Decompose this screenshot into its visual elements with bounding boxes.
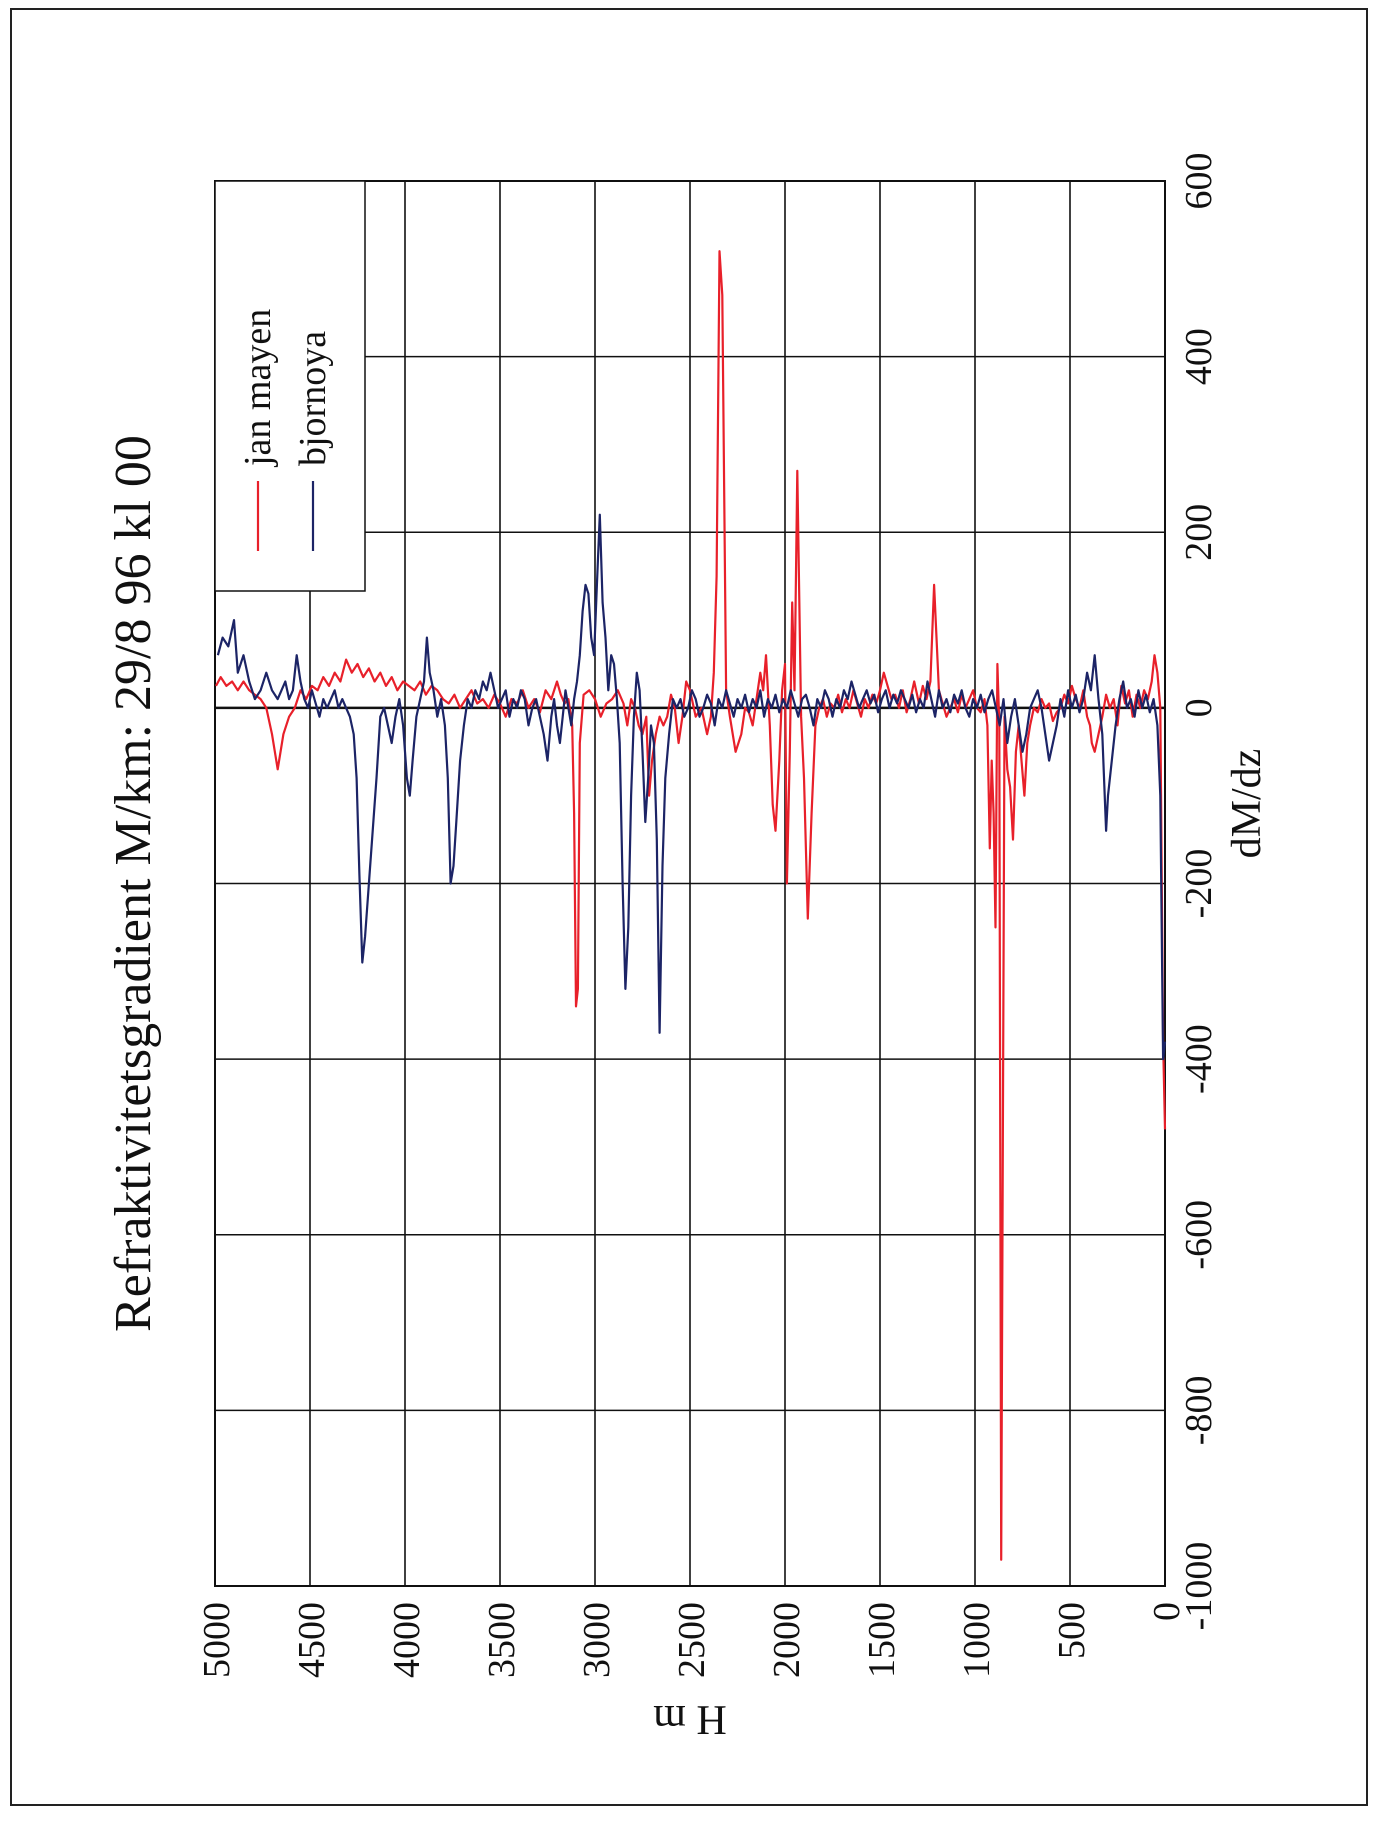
legend-label: jan mayen (237, 309, 279, 468)
y-tick-label: 4000 (386, 1602, 428, 1678)
y-tick-label: 3500 (481, 1602, 523, 1678)
y-tick-label: 3000 (576, 1602, 618, 1678)
x-tick-label: -1000 (1178, 1542, 1220, 1631)
y-tick-label: 1500 (861, 1602, 903, 1678)
y-axis-label: H m (653, 1696, 727, 1742)
legend-items: jan mayen bjornoya (237, 309, 334, 551)
legend-label: bjornoya (292, 331, 334, 466)
y-tick-label: 0 (1146, 1602, 1188, 1621)
x-tick-label: 400 (1178, 328, 1220, 385)
rotated-chart-group: -1000 -800 -600 -400 -200 0 200 400 600 0 500 1000… (105, 153, 1270, 1743)
legend-box (214, 180, 366, 592)
x-tick-label: 0 (1178, 698, 1220, 717)
y-tick-label: 2000 (766, 1602, 808, 1678)
x-tick-label: -400 (1178, 1024, 1220, 1094)
x-tick-labels: -1000 -800 -600 -400 -200 0 200 400 600 (1178, 153, 1220, 1631)
y-tick-label: 5000 (196, 1602, 238, 1678)
x-tick-label: 200 (1178, 504, 1220, 561)
y-tick-label: 1000 (956, 1602, 998, 1678)
y-tick-label: 500 (1051, 1602, 1093, 1659)
x-tick-label: -800 (1178, 1376, 1220, 1446)
legend: jan mayen bjornoya (214, 180, 366, 592)
series-layer (215, 250, 1167, 1561)
x-tick-label: -600 (1178, 1200, 1220, 1270)
y-tick-labels: 0 500 1000 1500 2000 2500 3000 3500 4000 4500 5000 (196, 1602, 1188, 1678)
page-border (10, 8, 1368, 1806)
y-tick-label: 2500 (671, 1602, 713, 1678)
chart-title: Refraktivitetsgradient M/km: 29/8 96 kl … (105, 435, 162, 1332)
x-axis-label: dM/dz (1224, 749, 1270, 859)
y-tick-label: 4500 (291, 1602, 333, 1678)
series-line-bjornoya (216, 513, 1167, 1061)
x-tick-label: 600 (1178, 153, 1220, 210)
x-tick-label: -200 (1178, 849, 1220, 919)
